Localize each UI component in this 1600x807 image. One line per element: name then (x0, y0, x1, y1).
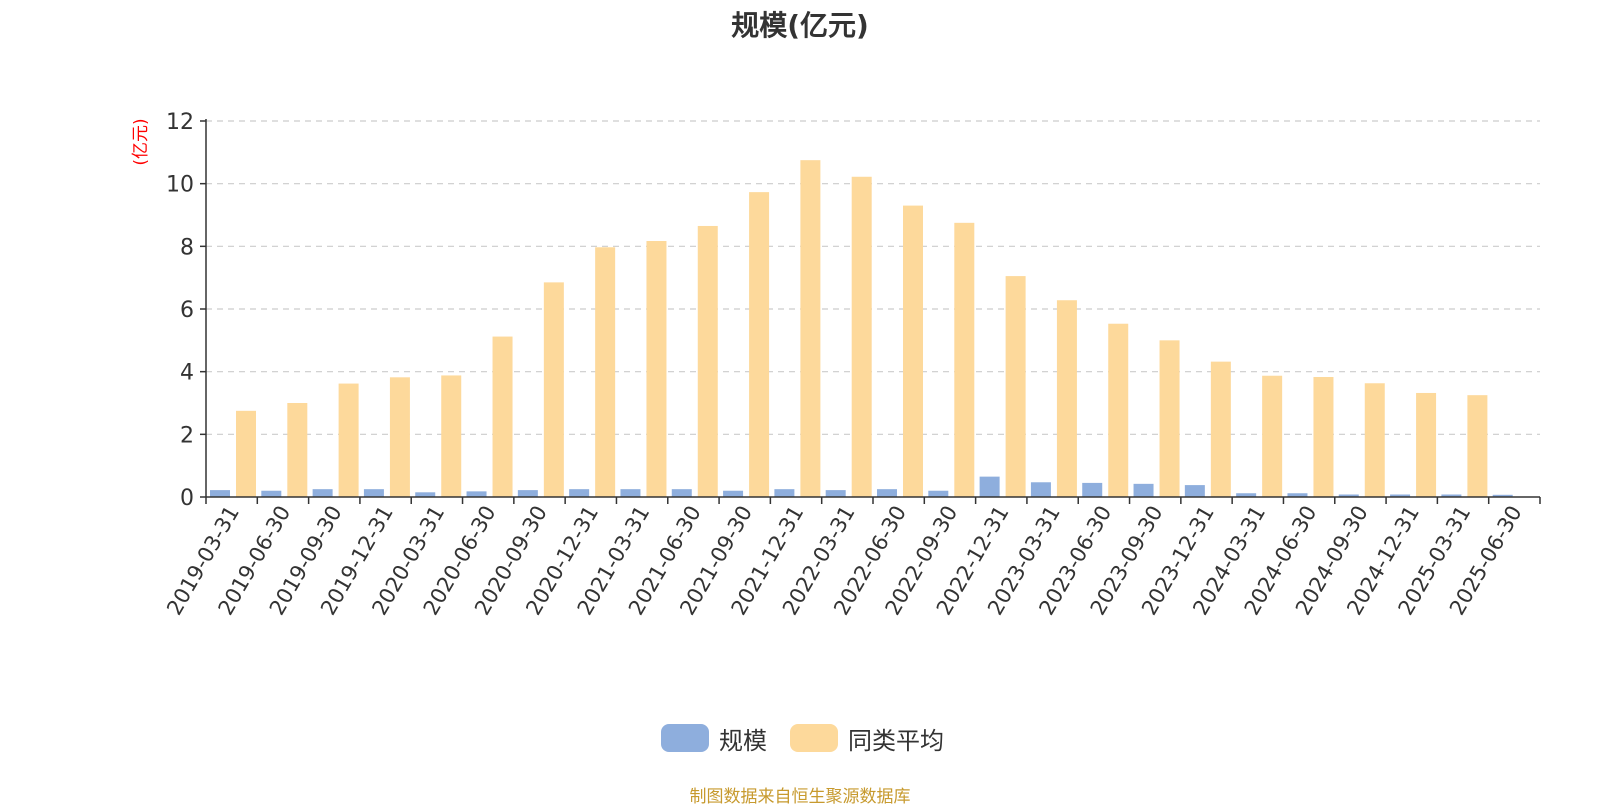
gridlines (206, 120, 1540, 435)
legend-label-peer-average: 同类平均 (848, 726, 944, 755)
legend-label-scale: 规模 (719, 726, 767, 755)
y-axis-title: (亿元) (131, 118, 151, 165)
bar-peer-average[interactable] (800, 160, 821, 497)
bar-scale[interactable] (1390, 494, 1411, 497)
bar-scale[interactable] (1236, 493, 1257, 497)
legend-item-scale[interactable]: 规模 (661, 722, 767, 755)
source-note: 制图数据来自恒生聚源数据库 (689, 787, 911, 807)
bar-scale[interactable] (363, 489, 384, 497)
bar-peer-average[interactable] (492, 336, 513, 497)
bar-peer-average[interactable] (1056, 300, 1077, 497)
bar-scale[interactable] (415, 492, 436, 497)
bar-scale[interactable] (466, 491, 487, 497)
bar-peer-average[interactable] (1262, 375, 1283, 497)
y-tick-label: 12 (166, 110, 194, 135)
bar-peer-average[interactable] (749, 192, 770, 498)
bar-scale[interactable] (877, 489, 897, 497)
bar-peer-average[interactable] (1467, 395, 1488, 497)
y-tick-label: 8 (180, 235, 194, 260)
bar-peer-average[interactable] (338, 383, 359, 497)
y-tick-label: 6 (180, 298, 194, 323)
bar-scale[interactable] (210, 490, 230, 497)
bar-peer-average[interactable] (543, 282, 564, 497)
bar-peer-average[interactable] (1159, 340, 1180, 497)
bar-peer-average[interactable] (1005, 276, 1026, 497)
bar-peer-average[interactable] (441, 375, 462, 497)
bar-peer-average[interactable] (954, 222, 975, 498)
bar-scale[interactable] (517, 490, 538, 497)
bar-peer-average[interactable] (646, 241, 667, 497)
bar-peer-average[interactable] (1108, 323, 1129, 497)
axes: 0246810122019-03-312019-06-302019-09-302… (162, 110, 1541, 619)
bar-scale[interactable] (1184, 485, 1205, 497)
bar-scale[interactable] (671, 489, 692, 497)
bar-scale[interactable] (620, 489, 641, 497)
bar-scale[interactable] (1133, 483, 1154, 497)
legend-swatch-scale (661, 724, 709, 752)
bar-scale[interactable] (1492, 494, 1513, 497)
bar-peer-average[interactable] (1416, 392, 1437, 497)
bar-scale[interactable] (1287, 493, 1308, 497)
bar-scale[interactable] (261, 490, 282, 497)
bar-scale[interactable] (774, 489, 795, 497)
bar-peer-average[interactable] (1313, 376, 1334, 497)
bar-scale[interactable] (569, 489, 590, 497)
bar-peer-average[interactable] (287, 403, 308, 497)
bar-peer-average[interactable] (903, 205, 923, 497)
bar-scale[interactable] (928, 490, 949, 497)
y-tick-label: 0 (180, 486, 194, 511)
bar-peer-average[interactable] (595, 247, 616, 497)
bar-peer-average[interactable] (1210, 361, 1231, 497)
bar-peer-average[interactable] (236, 410, 256, 497)
bar-peer-average[interactable] (851, 176, 872, 498)
y-tick-label: 2 (180, 423, 194, 448)
bar-peer-average[interactable] (389, 377, 410, 497)
legend-swatch-peer-average (790, 724, 838, 752)
bar-scale[interactable] (1082, 482, 1103, 497)
bar-scale[interactable] (1030, 482, 1051, 497)
bar-scale[interactable] (825, 490, 846, 497)
y-tick-label: 4 (180, 361, 194, 386)
legend-item-peer-average[interactable]: 同类平均 (790, 722, 944, 755)
bar-scale[interactable] (312, 489, 333, 497)
chart-title: 规模(亿元) (731, 9, 869, 42)
bar-scale[interactable] (1441, 494, 1462, 497)
bars (210, 160, 1513, 498)
bar-peer-average[interactable] (1364, 383, 1385, 497)
bar-scale[interactable] (979, 476, 1000, 497)
bar-scale[interactable] (723, 490, 744, 497)
y-tick-label: 10 (166, 173, 194, 198)
bar-scale[interactable] (1338, 494, 1359, 497)
bar-peer-average[interactable] (697, 225, 718, 497)
